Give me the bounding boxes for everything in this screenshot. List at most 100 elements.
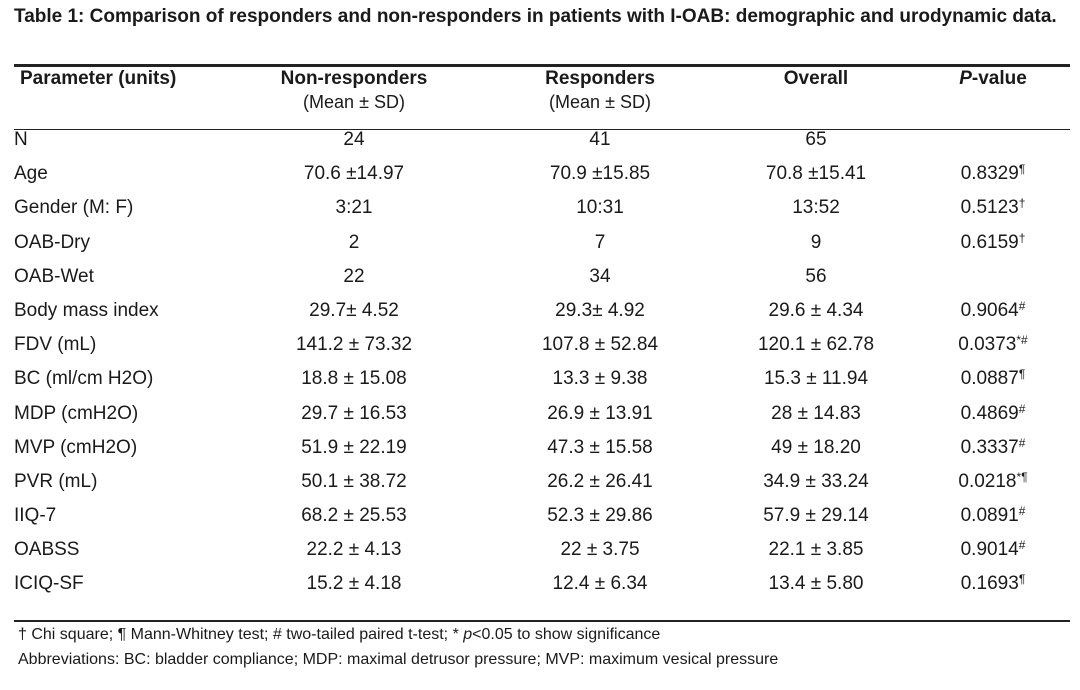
cell-non-responders: 22 bbox=[343, 265, 365, 287]
p-mark: # bbox=[1018, 504, 1026, 519]
cell-non-responders: 15.2 ± 4.18 bbox=[306, 573, 402, 595]
header-non-responders: Non-responders (Mean ± SD) bbox=[224, 68, 484, 129]
cell-responders: 10:31 bbox=[576, 197, 624, 219]
cell-parameter: BC (ml/cm H2O) bbox=[14, 368, 154, 390]
cell-parameter: Gender (M: F) bbox=[14, 197, 134, 219]
header-p-italic: P bbox=[959, 68, 972, 89]
cell-p-value: 0.0891# bbox=[916, 505, 1070, 539]
cell-overall: 56 bbox=[805, 265, 827, 287]
cell-overall: 22.1 ± 3.85 bbox=[768, 539, 864, 561]
cell-non-responders: 68.2 ± 25.53 bbox=[301, 505, 407, 527]
cell-non-responders: 3:21 bbox=[335, 197, 373, 219]
header-parameter: Parameter (units) bbox=[20, 68, 177, 89]
footnote-abbreviations: Abbreviations: BC: bladder compliance; M… bbox=[18, 651, 779, 668]
p-mark: # bbox=[1018, 435, 1026, 450]
p-value: 0.3337 bbox=[960, 436, 1019, 458]
footnote-tests: † Chi square; ¶ Mann-Whitney test; # two… bbox=[18, 625, 660, 645]
p-mark: ¶ bbox=[1018, 572, 1026, 587]
cell-responders: 47.3 ± 15.58 bbox=[547, 436, 653, 458]
p-value: 0.5123 bbox=[960, 197, 1019, 219]
cell-responders: 41 bbox=[589, 129, 611, 150]
table-top-rule bbox=[14, 64, 1070, 67]
table-row: Gender (M: F) 3:21 10:31 13:52 0.5123† bbox=[14, 197, 1070, 231]
cell-p-value: 0.9014# bbox=[916, 539, 1070, 573]
cell-p-value: 0.5123† bbox=[916, 197, 1070, 231]
data-table: Parameter (units) Non-responders (Mean ±… bbox=[14, 68, 1070, 608]
header-non-responders-label: Non-responders bbox=[280, 68, 428, 89]
cell-overall: 15.3 ± 11.94 bbox=[763, 368, 869, 390]
cell-responders: 70.9 ±15.85 bbox=[549, 163, 651, 185]
p-value: 0.4869 bbox=[960, 402, 1019, 424]
cell-non-responders: 22.2 ± 4.13 bbox=[306, 539, 402, 561]
table-row: MVP (cmH2O) 51.9 ± 22.19 47.3 ± 15.58 49… bbox=[14, 437, 1070, 471]
p-value: 0.1693 bbox=[960, 573, 1019, 595]
cell-non-responders: 141.2 ± 73.32 bbox=[295, 334, 413, 356]
cell-responders: 34 bbox=[589, 265, 611, 287]
table-row: Age 70.6 ±14.97 70.9 ±15.85 70.8 ±15.41 … bbox=[14, 163, 1070, 197]
cell-non-responders: 51.9 ± 22.19 bbox=[301, 436, 407, 458]
table-row: OAB-Wet 22 34 56 bbox=[14, 266, 1070, 300]
cell-parameter: Age bbox=[14, 163, 48, 185]
cell-overall: 28 ± 14.83 bbox=[771, 402, 861, 424]
header-p-value: P-value bbox=[916, 68, 1070, 129]
p-mark: # bbox=[1018, 298, 1026, 313]
p-mark: ¶ bbox=[1018, 367, 1026, 382]
cell-non-responders: 29.7 ± 16.53 bbox=[301, 402, 407, 424]
table-bottom-rule bbox=[14, 620, 1070, 622]
cell-overall: 13.4 ± 5.80 bbox=[768, 573, 864, 595]
table-row: OAB-Dry 2 7 9 0.6159† bbox=[14, 232, 1070, 266]
cell-parameter: OABSS bbox=[14, 539, 80, 561]
cell-p-value bbox=[916, 129, 1070, 163]
cell-responders: 12.4 ± 6.34 bbox=[552, 573, 648, 595]
cell-overall: 65 bbox=[805, 129, 827, 150]
header-responders-sub: (Mean ± SD) bbox=[549, 92, 651, 112]
table-row: FDV (mL) 141.2 ± 73.32 107.8 ± 52.84 120… bbox=[14, 334, 1070, 368]
header-responders: Responders (Mean ± SD) bbox=[484, 68, 716, 129]
cell-p-value: 0.3337# bbox=[916, 437, 1070, 471]
cell-p-value: 0.0218*¶ bbox=[916, 471, 1070, 505]
cell-parameter: ICIQ-SF bbox=[14, 573, 84, 595]
cell-non-responders: 50.1 ± 38.72 bbox=[301, 470, 407, 492]
cell-parameter: MVP (cmH2O) bbox=[14, 436, 138, 458]
cell-overall: 29.6 ± 4.34 bbox=[768, 299, 864, 321]
table-row: OABSS 22.2 ± 4.13 22 ± 3.75 22.1 ± 3.85 … bbox=[14, 539, 1070, 573]
cell-non-responders: 24 bbox=[343, 129, 365, 150]
cell-overall: 57.9 ± 29.14 bbox=[763, 505, 869, 527]
p-value: 0.0373 bbox=[958, 334, 1017, 356]
footnote-tests-p: p bbox=[463, 626, 473, 643]
cell-responders: 7 bbox=[594, 231, 606, 253]
header-non-responders-sub: (Mean ± SD) bbox=[303, 92, 405, 112]
cell-non-responders: 70.6 ±14.97 bbox=[303, 163, 405, 185]
cell-responders: 22 ± 3.75 bbox=[560, 539, 640, 561]
cell-overall: 34.9 ± 33.24 bbox=[763, 470, 869, 492]
cell-p-value: 0.9064# bbox=[916, 300, 1070, 334]
cell-responders: 13.3 ± 9.38 bbox=[552, 368, 648, 390]
cell-parameter: IIQ-7 bbox=[14, 505, 57, 527]
cell-p-value-merged: 0.6159† bbox=[916, 232, 1070, 300]
header-p-rest: -value bbox=[971, 68, 1027, 89]
p-value: 0.9014 bbox=[960, 539, 1019, 561]
cell-responders: 107.8 ± 52.84 bbox=[541, 334, 659, 356]
p-value: 0.0891 bbox=[960, 505, 1019, 527]
p-mark: *# bbox=[1016, 333, 1028, 348]
cell-p-value: 0.1693¶ bbox=[916, 573, 1070, 607]
table-row: IIQ-7 68.2 ± 25.53 52.3 ± 29.86 57.9 ± 2… bbox=[14, 505, 1070, 539]
table-row: BC (ml/cm H2O) 18.8 ± 15.08 13.3 ± 9.38 … bbox=[14, 368, 1070, 402]
cell-overall: 120.1 ± 62.78 bbox=[757, 334, 875, 356]
cell-parameter: FDV (mL) bbox=[14, 334, 97, 356]
table-row: Body mass index 29.7± 4.52 29.3± 4.92 29… bbox=[14, 300, 1070, 334]
p-value: 0.0218 bbox=[958, 470, 1017, 492]
table-row: ICIQ-SF 15.2 ± 4.18 12.4 ± 6.34 13.4 ± 5… bbox=[14, 573, 1070, 607]
table-caption: Table 1: Comparison of responders and no… bbox=[14, 6, 1057, 27]
cell-p-value: 0.0887¶ bbox=[916, 368, 1070, 402]
cell-responders: 52.3 ± 29.86 bbox=[547, 505, 653, 527]
table-row: PVR (mL) 50.1 ± 38.72 26.2 ± 26.41 34.9 … bbox=[14, 471, 1070, 505]
header-responders-label: Responders bbox=[545, 68, 655, 89]
cell-p-value: 0.0373*# bbox=[916, 334, 1070, 368]
p-value: 0.6159 bbox=[960, 231, 1019, 253]
cell-parameter: OAB-Wet bbox=[14, 265, 94, 287]
cell-parameter: Body mass index bbox=[14, 299, 159, 321]
cell-p-value: 0.4869# bbox=[916, 403, 1070, 437]
p-mark: ¶ bbox=[1018, 162, 1026, 177]
cell-responders: 26.2 ± 26.41 bbox=[547, 470, 653, 492]
